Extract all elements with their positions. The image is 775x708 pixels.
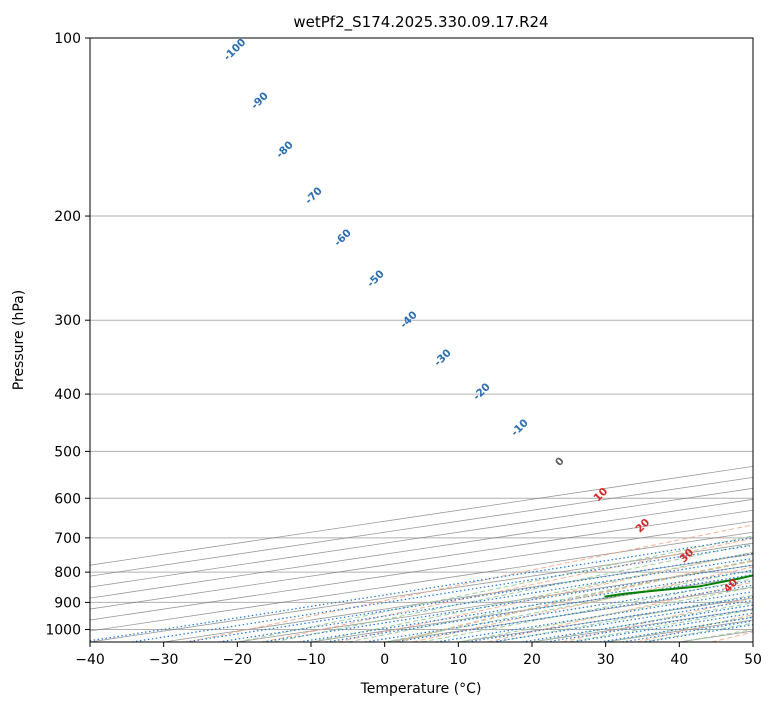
moist-adiabat-line [237,535,753,642]
x-tick-label: 50 [744,652,762,668]
moist-adiabat-line [274,543,753,642]
dry-adiabat-line [562,597,753,642]
isotherm-line [90,498,753,599]
y-tick-label: 500 [54,444,81,460]
dry-adiabat-line [188,524,753,642]
y-tick-label: 300 [54,313,81,329]
y-axis: 100 200 300 400 500 600 700 800 900 1000 [45,31,90,638]
mixing-ratio-line [546,608,753,642]
isotherm-line [90,520,753,621]
x-tick-label: 0 [380,652,389,668]
y-tick-label: 700 [54,531,81,547]
y-tick-label: 600 [54,491,81,507]
isotherm-line [90,487,753,588]
y-tick-label: 200 [54,209,81,225]
x-tick-label: −10 [296,652,326,668]
isotherm-line [90,531,753,632]
chart-title: wetPf2_S174.2025.330.09.17.R24 [293,13,548,32]
y-tick-label: 400 [54,387,81,403]
y-tick-label: 900 [54,595,81,611]
isotherm-line [90,509,753,610]
plot-area [90,38,753,642]
mixing-ratio-line [572,612,753,642]
dry-adiabat-line [338,551,753,642]
y-tick-label: 1000 [45,622,81,638]
mixing-ratio-line [90,537,753,642]
x-axis: −40 −30 −20 −10 0 10 20 30 40 50 [75,642,762,668]
x-tick-label: −20 [223,652,253,668]
moist-adiabat-line [384,569,753,642]
isotherm-line [90,476,753,577]
x-tick-label: 10 [449,652,467,668]
plot-frame [89,37,754,643]
dry-adiabat-line [263,537,753,642]
y-tick-label: 100 [54,31,81,47]
y-axis-label: Pressure (hPa) [11,290,27,390]
moist-adiabat-line [310,551,753,642]
moist-adiabat-line [421,578,753,642]
isotherm-line [90,465,753,566]
mixing-ratio-line [467,595,753,642]
x-tick-label: 20 [523,652,541,668]
mixing-ratio-line [218,557,753,642]
x-tick-label: −30 [149,652,179,668]
y-tick-label: 800 [54,565,81,581]
lcl-reference-curve [395,559,753,642]
x-axis-label: Temperature (°C) [360,681,482,697]
moist-adiabat-line [495,594,753,642]
x-tick-label: 40 [670,652,688,668]
mixing-ratio-line [131,544,753,642]
x-tick-label: 30 [597,652,615,668]
mixing-ratio-line [522,604,753,642]
mixing-ratio-line [492,599,753,642]
x-tick-label: −40 [75,652,105,668]
